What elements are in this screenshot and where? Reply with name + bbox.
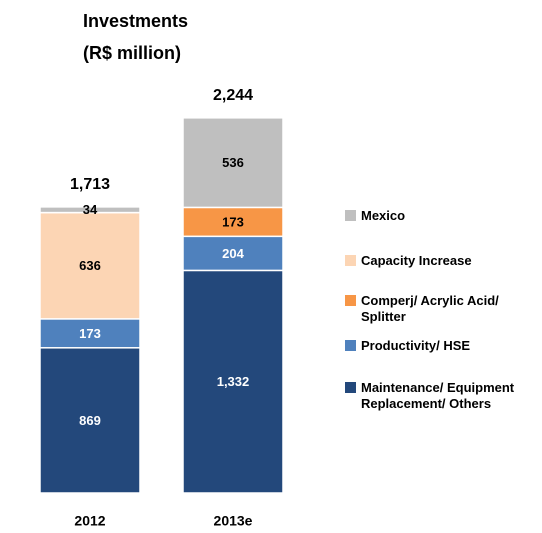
bar-segment bbox=[182, 117, 284, 209]
legend-swatch bbox=[345, 210, 356, 221]
bar-segment bbox=[39, 206, 141, 214]
data-label: 636 bbox=[79, 258, 101, 273]
x-tick-label: 2013e bbox=[214, 513, 253, 529]
bar-segment bbox=[39, 347, 141, 494]
bar-segment bbox=[39, 318, 141, 349]
data-label: 204 bbox=[222, 246, 244, 261]
bar-segment bbox=[182, 269, 284, 494]
legend-item: Maintenance/ Equipment Replacement/ Othe… bbox=[345, 380, 535, 412]
data-label: 34 bbox=[83, 202, 98, 217]
total-label: 2,244 bbox=[213, 87, 253, 104]
legend-label: Productivity/ HSE bbox=[361, 338, 471, 353]
chart-title: Investments bbox=[83, 11, 188, 31]
legend-item: Capacity Increase bbox=[345, 253, 535, 269]
bar-segment bbox=[39, 211, 141, 320]
data-label: 536 bbox=[222, 155, 244, 170]
data-label: 173 bbox=[79, 326, 101, 341]
bar-segment bbox=[182, 206, 284, 238]
legend-label: Maintenance/ Equipment Replacement/ Othe… bbox=[361, 380, 515, 411]
chart-subtitle: (R$ million) bbox=[83, 43, 181, 63]
legend-swatch bbox=[345, 255, 356, 266]
legend-label: Comperj/ Acrylic Acid/ Splitter bbox=[361, 293, 499, 324]
legend-swatch bbox=[345, 295, 356, 306]
legend-swatch bbox=[345, 382, 356, 393]
data-label: 869 bbox=[79, 413, 101, 428]
legend-item: Comperj/ Acrylic Acid/ Splitter bbox=[345, 293, 535, 325]
legend-label: Capacity Increase bbox=[361, 253, 472, 268]
legend-item: Mexico bbox=[345, 208, 535, 224]
data-label: 173 bbox=[222, 214, 244, 229]
x-tick-label: 2012 bbox=[74, 513, 105, 529]
legend-item: Productivity/ HSE bbox=[345, 338, 535, 354]
total-label: 1,713 bbox=[70, 176, 110, 193]
legend-label: Mexico bbox=[361, 208, 406, 223]
legend-swatch bbox=[345, 340, 356, 351]
data-label: 1,332 bbox=[217, 374, 250, 389]
